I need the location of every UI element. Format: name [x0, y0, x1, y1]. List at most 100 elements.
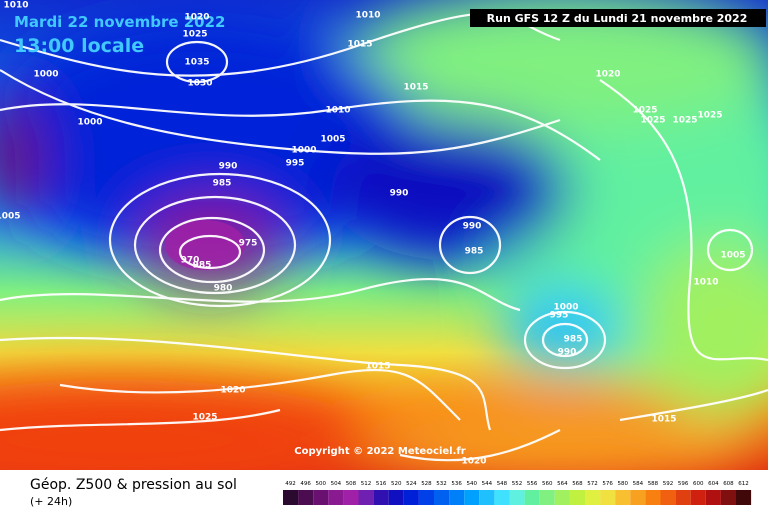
isobar-label: 1015: [365, 362, 390, 372]
legend-label: 608: [723, 481, 734, 487]
legend-swatch: [494, 490, 510, 505]
legend-swatch: [283, 490, 299, 505]
isobar-label: 1025: [672, 116, 697, 126]
legend-swatch: [705, 490, 721, 505]
legend-label: 564: [557, 481, 568, 487]
isobar-label: 990: [390, 189, 409, 199]
legend-label: 508: [346, 481, 357, 487]
legend-swatch: [434, 490, 450, 505]
isobar-label: 975: [239, 239, 258, 249]
legend-swatch: [449, 490, 465, 505]
isobar-label: 1020: [461, 457, 486, 467]
legend-label: 588: [648, 481, 659, 487]
legend-label: 556: [527, 481, 538, 487]
legend-swatch: [720, 490, 736, 505]
isobar-label: 985: [193, 261, 212, 271]
isobar-label: 985: [465, 247, 484, 257]
legend-label: 568: [572, 481, 583, 487]
footer-title: Géop. Z500 & pression au sol: [30, 477, 237, 493]
legend-label: 524: [406, 481, 417, 487]
isobar-label: 1000: [33, 70, 58, 80]
isobar-label: 1010: [3, 1, 28, 11]
isobar-label: 995: [550, 311, 569, 321]
legend-label: 552: [512, 481, 523, 487]
isobar-label: 1005: [320, 135, 345, 145]
isobar-label: 1000: [77, 118, 102, 128]
isobar-label: 1010: [325, 106, 350, 116]
legend-label: 576: [602, 481, 613, 487]
isobar-label: 990: [463, 222, 482, 232]
isobar-label: 1025: [640, 116, 665, 126]
legend-label: 528: [421, 481, 432, 487]
legend-swatch: [524, 490, 540, 505]
color-legend: 492 496 500 504 508 512 516 520 524 528 532 536 540 5…: [283, 481, 752, 505]
isobar-label: 1035: [184, 58, 209, 68]
legend-label: 536: [451, 481, 462, 487]
legend-label: 532: [436, 481, 447, 487]
legend-label: 560: [542, 481, 553, 487]
legend-swatch: [479, 490, 495, 505]
legend-swatch: [645, 490, 661, 505]
legend-swatch: [358, 490, 374, 505]
legend-label: 548: [497, 481, 508, 487]
legend-swatch: [464, 490, 480, 505]
legend-label: 516: [376, 481, 387, 487]
map-background: [0, 0, 768, 470]
legend-swatch: [328, 490, 344, 505]
legend-label: 592: [663, 481, 674, 487]
isobar-label: 1025: [192, 413, 217, 423]
legend-swatch: [418, 490, 434, 505]
isobar-label: 1005: [720, 251, 745, 261]
legend-swatch: [539, 490, 555, 505]
isobar-labels: 1010 1020 1010 1025 1015 1035 1030 1000 1020 1015…: [0, 1, 746, 467]
legend-swatch: [675, 490, 691, 505]
isobar-label: 1020: [220, 386, 245, 396]
isobar-label: 970: [181, 256, 200, 266]
legend-label: 580: [618, 481, 629, 487]
legend-swatch: [736, 490, 752, 505]
isobar-label: 985: [213, 179, 232, 189]
legend-label: 584: [633, 481, 644, 487]
isobar-label: 1030: [187, 79, 212, 89]
legend-label: 512: [361, 481, 372, 487]
legend-swatch: [403, 490, 419, 505]
isobar-label: 985: [564, 335, 583, 345]
legend-swatch: [585, 490, 601, 505]
legend-swatch: [660, 490, 676, 505]
isobar-label: 1015: [651, 415, 676, 425]
legend-swatch: [388, 490, 404, 505]
isobar-label: 1000: [291, 146, 316, 156]
legend-swatch: [313, 490, 329, 505]
legend-label: 604: [708, 481, 719, 487]
isobar-label: 1025: [632, 106, 657, 116]
legend-swatch: [554, 490, 570, 505]
legend-label: 612: [738, 481, 749, 487]
isobar-label: 1015: [347, 40, 372, 50]
isobar-label: 1025: [182, 30, 207, 40]
legend-swatch: [298, 490, 314, 505]
forecast-time: 13:00 locale: [14, 35, 144, 57]
isobar-label: 1020: [595, 70, 620, 80]
legend-label: 496: [300, 481, 311, 487]
isobar-label: 1020: [184, 13, 209, 23]
legend-label: 520: [391, 481, 402, 487]
isobar-label: 980: [214, 284, 233, 294]
isobar-label: 995: [286, 159, 305, 169]
legend-swatch: [569, 490, 585, 505]
isobar-label: 1025: [697, 111, 722, 121]
legend-swatch: [343, 490, 359, 505]
isobar-label: 1010: [693, 278, 718, 288]
legend-label: 600: [693, 481, 704, 487]
legend-label: 504: [331, 481, 342, 487]
forecast-date: Mardi 22 novembre 2022: [14, 13, 226, 31]
legend-label: 540: [467, 481, 478, 487]
isobar-label: 1000: [553, 303, 578, 313]
isobar-label: 990: [219, 162, 238, 172]
legend-swatch: [373, 490, 389, 505]
legend-label: 572: [587, 481, 598, 487]
legend-label: 492: [285, 481, 296, 487]
isobars: [0, 12, 768, 462]
legend-label: 544: [482, 481, 493, 487]
legend-swatch: [600, 490, 616, 505]
